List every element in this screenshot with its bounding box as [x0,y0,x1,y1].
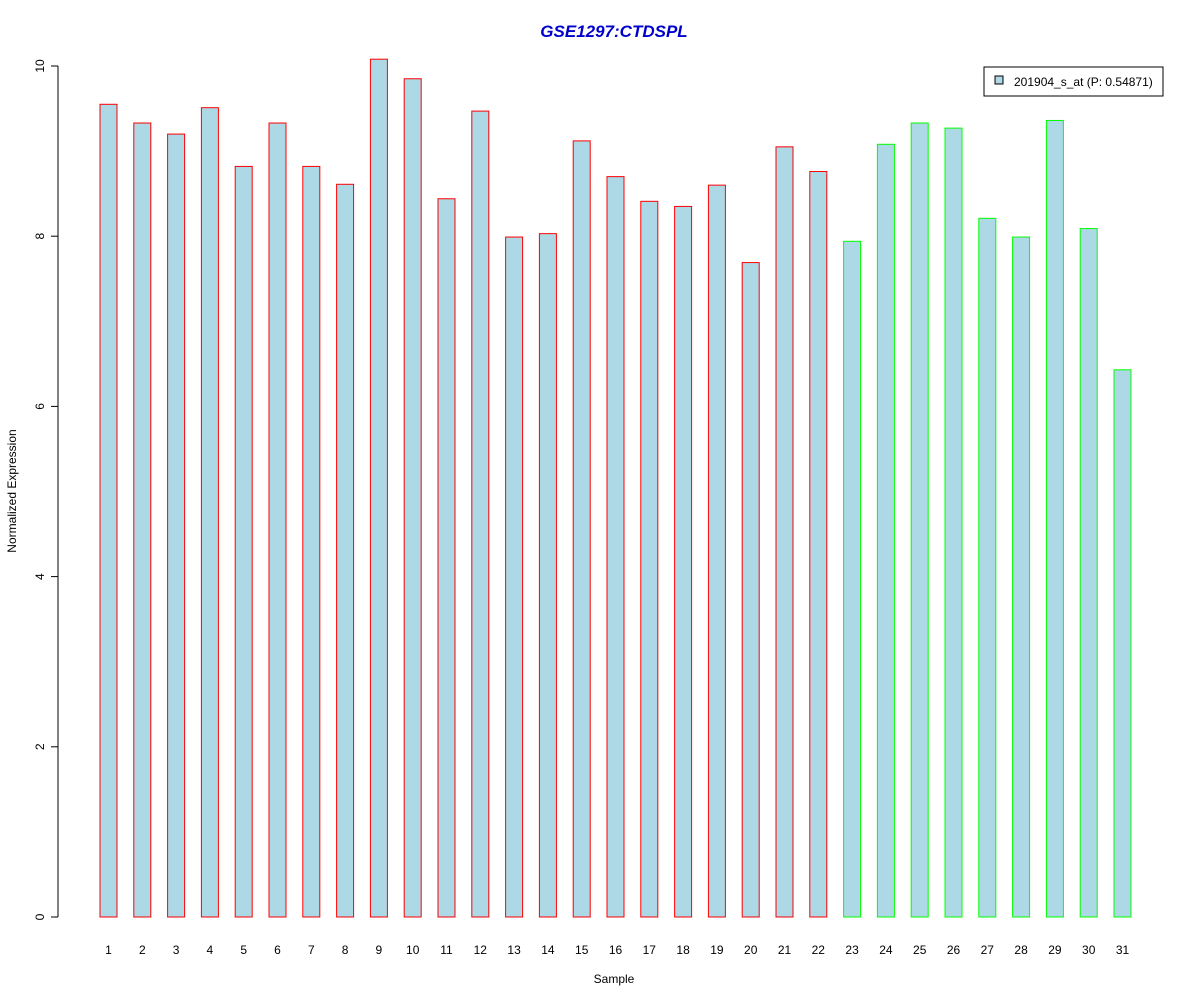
bar-sample-10 [403,78,422,918]
x-axis-tick-label: 4 [207,943,214,957]
x-axis-tick-label: 15 [575,943,589,957]
x-axis-tick-label: 18 [676,943,690,957]
x-axis-tick-label: 9 [376,943,383,957]
y-axis-tick-label: 8 [33,233,47,240]
bar-sample-7 [302,165,321,918]
bar-sample-12 [471,110,490,918]
x-axis-tick-label: 16 [609,943,623,957]
x-axis-tick-label: 30 [1082,943,1096,957]
x-axis-tick-label: 25 [913,943,927,957]
x-axis-tick-labels: 1 2 3 4 5 6 7 8 9 10 11 12 13 14 15 16 17 18 19 20 21 22 23 24 2… [105,943,1129,957]
x-axis-tick-label: 3 [173,943,180,957]
x-axis-tick-label: 14 [541,943,555,957]
bar-sample-1 [99,103,118,918]
y-axis-tick-label: 2 [33,743,47,750]
x-axis-tick-label: 13 [507,943,521,957]
x-axis-tick-label: 28 [1014,943,1028,957]
bar-sample-9 [369,58,388,918]
bar-sample-18 [674,205,693,918]
x-axis-tick-label: 22 [812,943,826,957]
bar-sample-14 [538,233,557,918]
bar-sample-17 [640,200,659,918]
bar-sample-3 [167,133,186,918]
bar-sample-27 [978,217,997,918]
x-axis-tick-label: 2 [139,943,146,957]
legend-box [983,66,1164,97]
legend: 201904_s_at (P: 0.54871) [983,66,1164,97]
bar-sample-29 [1045,119,1064,918]
bar-sample-26 [944,127,963,918]
bar-sample-6 [268,122,287,918]
bar-sample-13 [505,236,524,918]
bar-sample-30 [1079,228,1098,918]
x-axis-tick-label: 8 [342,943,349,957]
bar-sample-4 [200,107,219,918]
x-axis-tick-label: 31 [1116,943,1130,957]
bar-sample-22 [809,171,828,918]
bar-group [99,58,1132,918]
x-axis-tick-label: 26 [947,943,961,957]
bar-sample-24 [876,143,895,918]
bar-sample-23 [843,240,862,918]
y-axis-tick-label: 10 [33,59,47,73]
y-axis-label: Normalized Expression [5,429,19,552]
bar-sample-19 [707,184,726,918]
x-axis-tick-label: 6 [274,943,281,957]
x-axis-tick-label: 19 [710,943,724,957]
bar-sample-31 [1113,369,1132,918]
x-axis-tick-label: 21 [778,943,792,957]
x-axis-tick-label: 17 [643,943,657,957]
x-axis-tick-label: 11 [440,943,453,957]
x-axis-tick-label: 20 [744,943,758,957]
bar-sample-11 [437,198,456,918]
x-axis-tick-label: 12 [474,943,488,957]
bar-sample-15 [572,140,591,918]
bar-sample-25 [910,122,929,918]
legend-swatch [994,75,1004,85]
x-axis-tick-label: 1 [105,943,112,957]
x-axis-label: Sample [594,972,635,986]
bar-sample-8 [336,183,355,918]
chart-title: GSE1297:CTDSPL [540,22,687,41]
y-axis: 0 2 4 6 8 10 [33,59,59,920]
x-axis-tick-label: 24 [879,943,893,957]
y-axis-tick-label: 6 [33,403,47,410]
legend-entry-label: 201904_s_at (P: 0.54871) [1014,75,1153,89]
x-axis-tick-label: 29 [1048,943,1062,957]
y-axis-tick-label: 0 [33,913,47,920]
x-axis-tick-label: 7 [308,943,315,957]
x-axis-tick-label: 10 [406,943,420,957]
bar-sample-21 [775,146,794,918]
bar-sample-28 [1012,236,1031,918]
y-axis-tick-label: 4 [33,573,47,580]
bar-sample-5 [234,165,253,918]
bar-sample-2 [133,122,152,918]
x-axis-tick-label: 5 [240,943,247,957]
x-axis-tick-label: 23 [845,943,859,957]
x-axis-tick-label: 27 [981,943,995,957]
bar-sample-16 [606,176,625,918]
bar-sample-20 [741,262,760,918]
